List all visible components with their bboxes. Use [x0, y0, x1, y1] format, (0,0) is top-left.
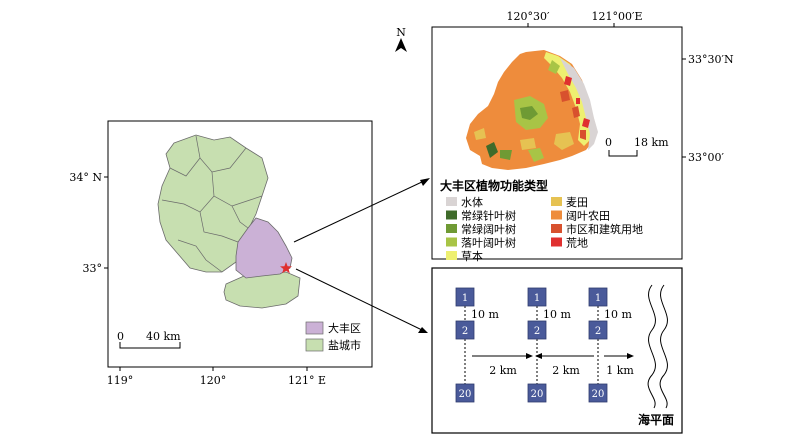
legend-label-dafeng: 大丰区 — [328, 321, 361, 335]
gap-label-1: 2 km — [489, 364, 517, 377]
dafeng-ticks — [527, 23, 686, 158]
pft-legend-label-left-4: 草本 — [461, 249, 483, 263]
lat-label-33-00: 33°00′ — [688, 151, 724, 164]
vertical-gap-label: 10 m — [471, 308, 499, 321]
gap-label-3: 1 km — [606, 364, 634, 377]
yancheng-ticks — [104, 176, 308, 371]
yancheng-scale-bar: 0 40 km — [117, 330, 181, 349]
legend-swatch-yancheng — [305, 338, 324, 352]
plot-box — [527, 287, 547, 307]
pft-legend-label-right-0: 麦田 — [566, 196, 588, 209]
gap-label-2: 2 km — [552, 364, 580, 377]
plot-box — [588, 320, 608, 340]
dafeng-scale-bar: 0 18 km — [605, 136, 669, 157]
scale-zero: 0 — [117, 330, 124, 343]
lat-label-33-30: 33°30′N — [688, 53, 734, 66]
north-label: N — [396, 26, 406, 39]
pft-legend-swatch-left-2 — [446, 224, 457, 233]
plot-box-label: 2 — [595, 326, 601, 337]
legend-swatch-dafeng — [305, 321, 324, 335]
county-boundaries — [161, 135, 263, 273]
pft-legend-label-left-0: 水体 — [461, 195, 483, 209]
plot-box — [588, 383, 608, 403]
lon-label-121-00: 121°00′E — [591, 10, 642, 23]
lon-label-120-30: 120°30′ — [507, 10, 550, 23]
plot-box-label: 2 — [462, 326, 468, 337]
north-arrow-icon: N — [395, 26, 407, 52]
plot-box-label: 2 — [534, 326, 540, 337]
yancheng-map: 34° N 33° 119° 120° 121° E 0 40 km 大丰区 盐… — [69, 120, 373, 387]
dafeng-pft-map: 120°30′ 121°00′E 33°30′N 33°00′ N — [395, 10, 734, 263]
pft-legend-label-right-3: 荒地 — [566, 237, 588, 250]
pft-legend-swatch-left-0 — [446, 197, 457, 206]
plot-box-label: 1 — [462, 293, 468, 304]
arrowhead-icon — [535, 353, 542, 359]
pft-legend-title: 大丰区植物功能类型 — [440, 178, 548, 193]
plot-box-label: 20 — [531, 389, 544, 400]
pft-legend-swatch-right-0 — [551, 197, 562, 206]
scale-distance: 40 km — [146, 330, 181, 343]
dafeng-scale-zero: 0 — [605, 136, 612, 149]
pft-legend-swatch-right-2 — [551, 224, 562, 233]
plot-box-label: 1 — [595, 293, 601, 304]
legend-label-yancheng: 盐城市 — [328, 338, 361, 352]
lat-label-34: 34° N — [69, 171, 102, 184]
sea-level-label: 海平面 — [638, 412, 674, 427]
arrowhead-icon — [418, 327, 428, 333]
plot-box — [588, 287, 608, 307]
sea-wave-icon — [647, 284, 668, 409]
dafeng-scale-distance: 18 km — [634, 136, 669, 149]
horizontal-spacing: 2 km 2 km 1 km — [472, 353, 634, 377]
connector-arrows — [293, 178, 430, 333]
plot-box — [455, 320, 475, 340]
plot-box — [455, 383, 475, 403]
plot-box-label: 20 — [592, 389, 605, 400]
lon-label-120: 120° — [200, 374, 227, 387]
plot-box — [527, 383, 547, 403]
pft-legend-swatch-left-3 — [446, 237, 457, 247]
pft-legend-label-left-2: 常绿阔叶树 — [461, 222, 516, 236]
dafeng-star-icon — [280, 262, 292, 274]
arrowhead-icon — [627, 353, 634, 359]
vertical-gap-label: 10 m — [543, 308, 571, 321]
plot-box — [455, 287, 475, 307]
arrowhead-icon — [420, 178, 430, 186]
lat-label-33: 33° — [83, 262, 103, 275]
lon-label-119: 119° — [107, 374, 134, 387]
pft-legend-swatch-right-1 — [551, 210, 562, 220]
pft-legend-label-right-2: 市区和建筑用地 — [566, 222, 643, 236]
lon-label-121: 121° E — [288, 374, 326, 387]
plot-box-label: 1 — [534, 293, 540, 304]
pft-legend-swatch-left-4 — [446, 251, 457, 260]
pft-legend-label-left-3: 落叶阔叶树 — [461, 236, 516, 250]
arrowhead-icon — [526, 353, 533, 359]
vertical-gap-label: 10 m — [604, 308, 632, 321]
dafeng-region — [235, 217, 293, 279]
plot-box-label: 20 — [459, 389, 472, 400]
plot-box — [527, 320, 547, 340]
pft-legend-swatch-right-3 — [551, 237, 562, 247]
yancheng-legend: 大丰区 盐城市 — [305, 321, 361, 352]
pft-legend-swatch-left-1 — [446, 210, 457, 220]
pft-land-cover — [466, 50, 598, 170]
pft-legend-label-right-1: 阔叶农田 — [566, 209, 610, 223]
pft-legend-label-left-1: 常绿针叶树 — [461, 209, 516, 223]
